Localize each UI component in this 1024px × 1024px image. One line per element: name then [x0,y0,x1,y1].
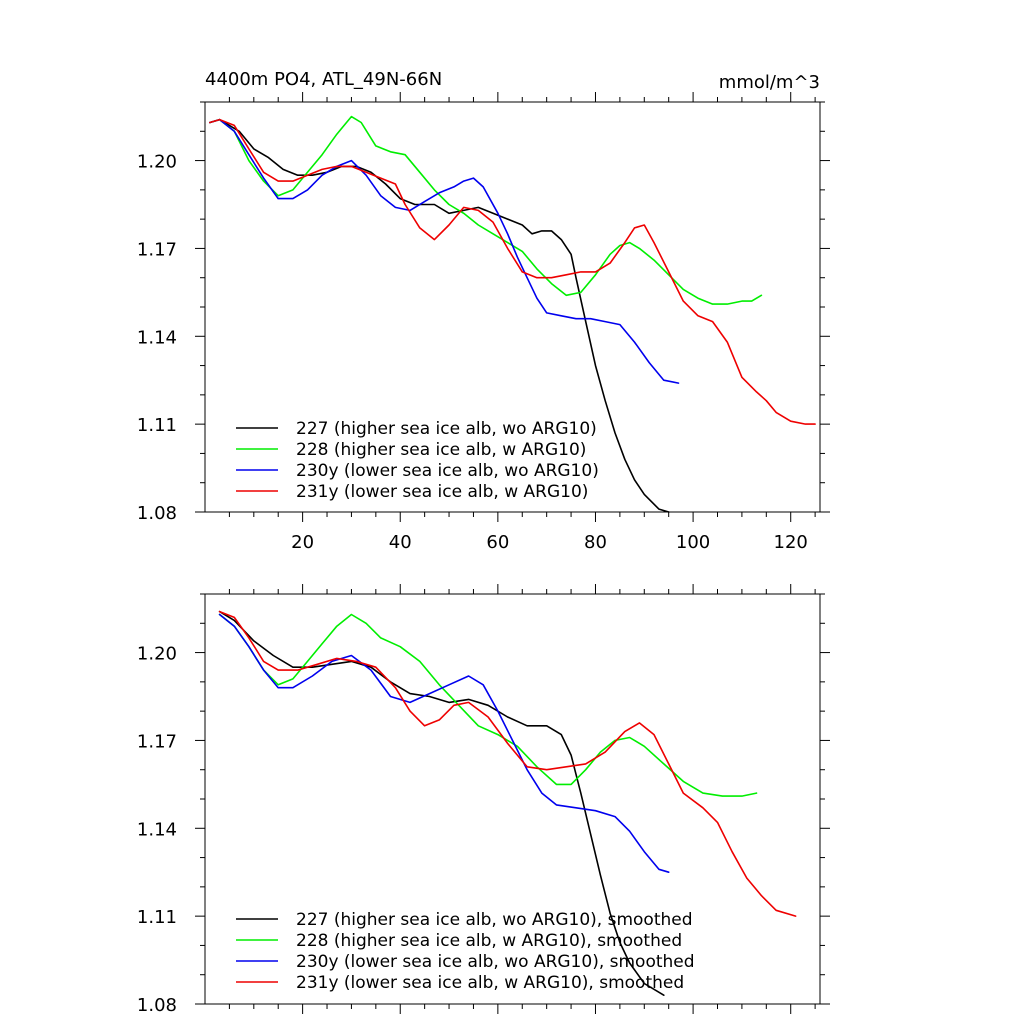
legend-label-228: 228 (higher sea ice alb, w ARG10) [296,440,586,460]
units-label: mmol/m^3 [719,72,820,93]
y-tick-label: 1.08 [137,503,177,524]
ticks: 1.08 1.11 1.14 1.17 1.20 [137,584,830,1016]
x-tick-label: 80 [584,532,607,553]
y-tick-label: 1.11 [137,907,177,928]
legend-label-231y: 231y (lower sea ice alb, w ARG10) [296,482,588,502]
y-tick-label: 1.11 [137,415,177,436]
series-line-228 [218,613,758,797]
legend-label-228: 228 (higher sea ice alb, w ARG10), smoot… [296,931,682,951]
series-lines [218,610,797,996]
series-line-230y [209,118,680,384]
series-line-231y [218,610,797,917]
legend-label-231y: 231y (lower sea ice alb, w ARG10), smoot… [296,973,684,993]
plot-frame [204,101,821,513]
y-tick-label: 1.08 [137,995,177,1016]
legend: 227 (higher sea ice alb, wo ARG10)228 (h… [236,419,599,502]
series-lines [209,115,816,513]
legend: 227 (higher sea ice alb, wo ARG10), smoo… [236,910,695,993]
series-line-228 [209,115,763,305]
legend-label-227: 227 (higher sea ice alb, wo ARG10) [296,419,597,439]
top-panel: 4400m PO4, ATL_49N-66N mmol/m^3 20 40 60 80… [137,69,830,553]
x-tick-label: 20 [291,532,314,553]
series-line-231y [209,118,816,425]
x-tick-label: 40 [389,532,412,553]
y-tick-label: 1.14 [137,819,177,840]
y-tick-label: 1.14 [137,327,177,348]
legend-label-230y: 230y (lower sea ice alb, wo ARG10), smoo… [296,952,695,972]
series-line-227 [209,118,670,513]
y-tick-label: 1.20 [137,152,177,173]
y-tick-label: 1.20 [137,644,177,665]
y-tick-label: 1.17 [137,731,177,752]
series-line-230y [218,613,670,873]
y-tick-label: 1.17 [137,239,177,260]
bottom-panel: 1.08 1.11 1.14 1.17 1.20 227 (higher sea ice… [137,584,830,1016]
ticks: 20 40 60 80 100 120 1.08 1.11 1.14 1.17 1.20 [137,92,830,553]
x-tick-label: 120 [774,532,808,553]
legend-label-230y: 230y (lower sea ice alb, wo ARG10) [296,461,599,481]
legend-label-227: 227 (higher sea ice alb, wo ARG10), smoo… [296,910,693,930]
plot-frame [204,593,821,1005]
plot-title: 4400m PO4, ATL_49N-66N [205,69,442,90]
x-tick-label: 100 [676,532,710,553]
x-tick-label: 60 [486,532,509,553]
